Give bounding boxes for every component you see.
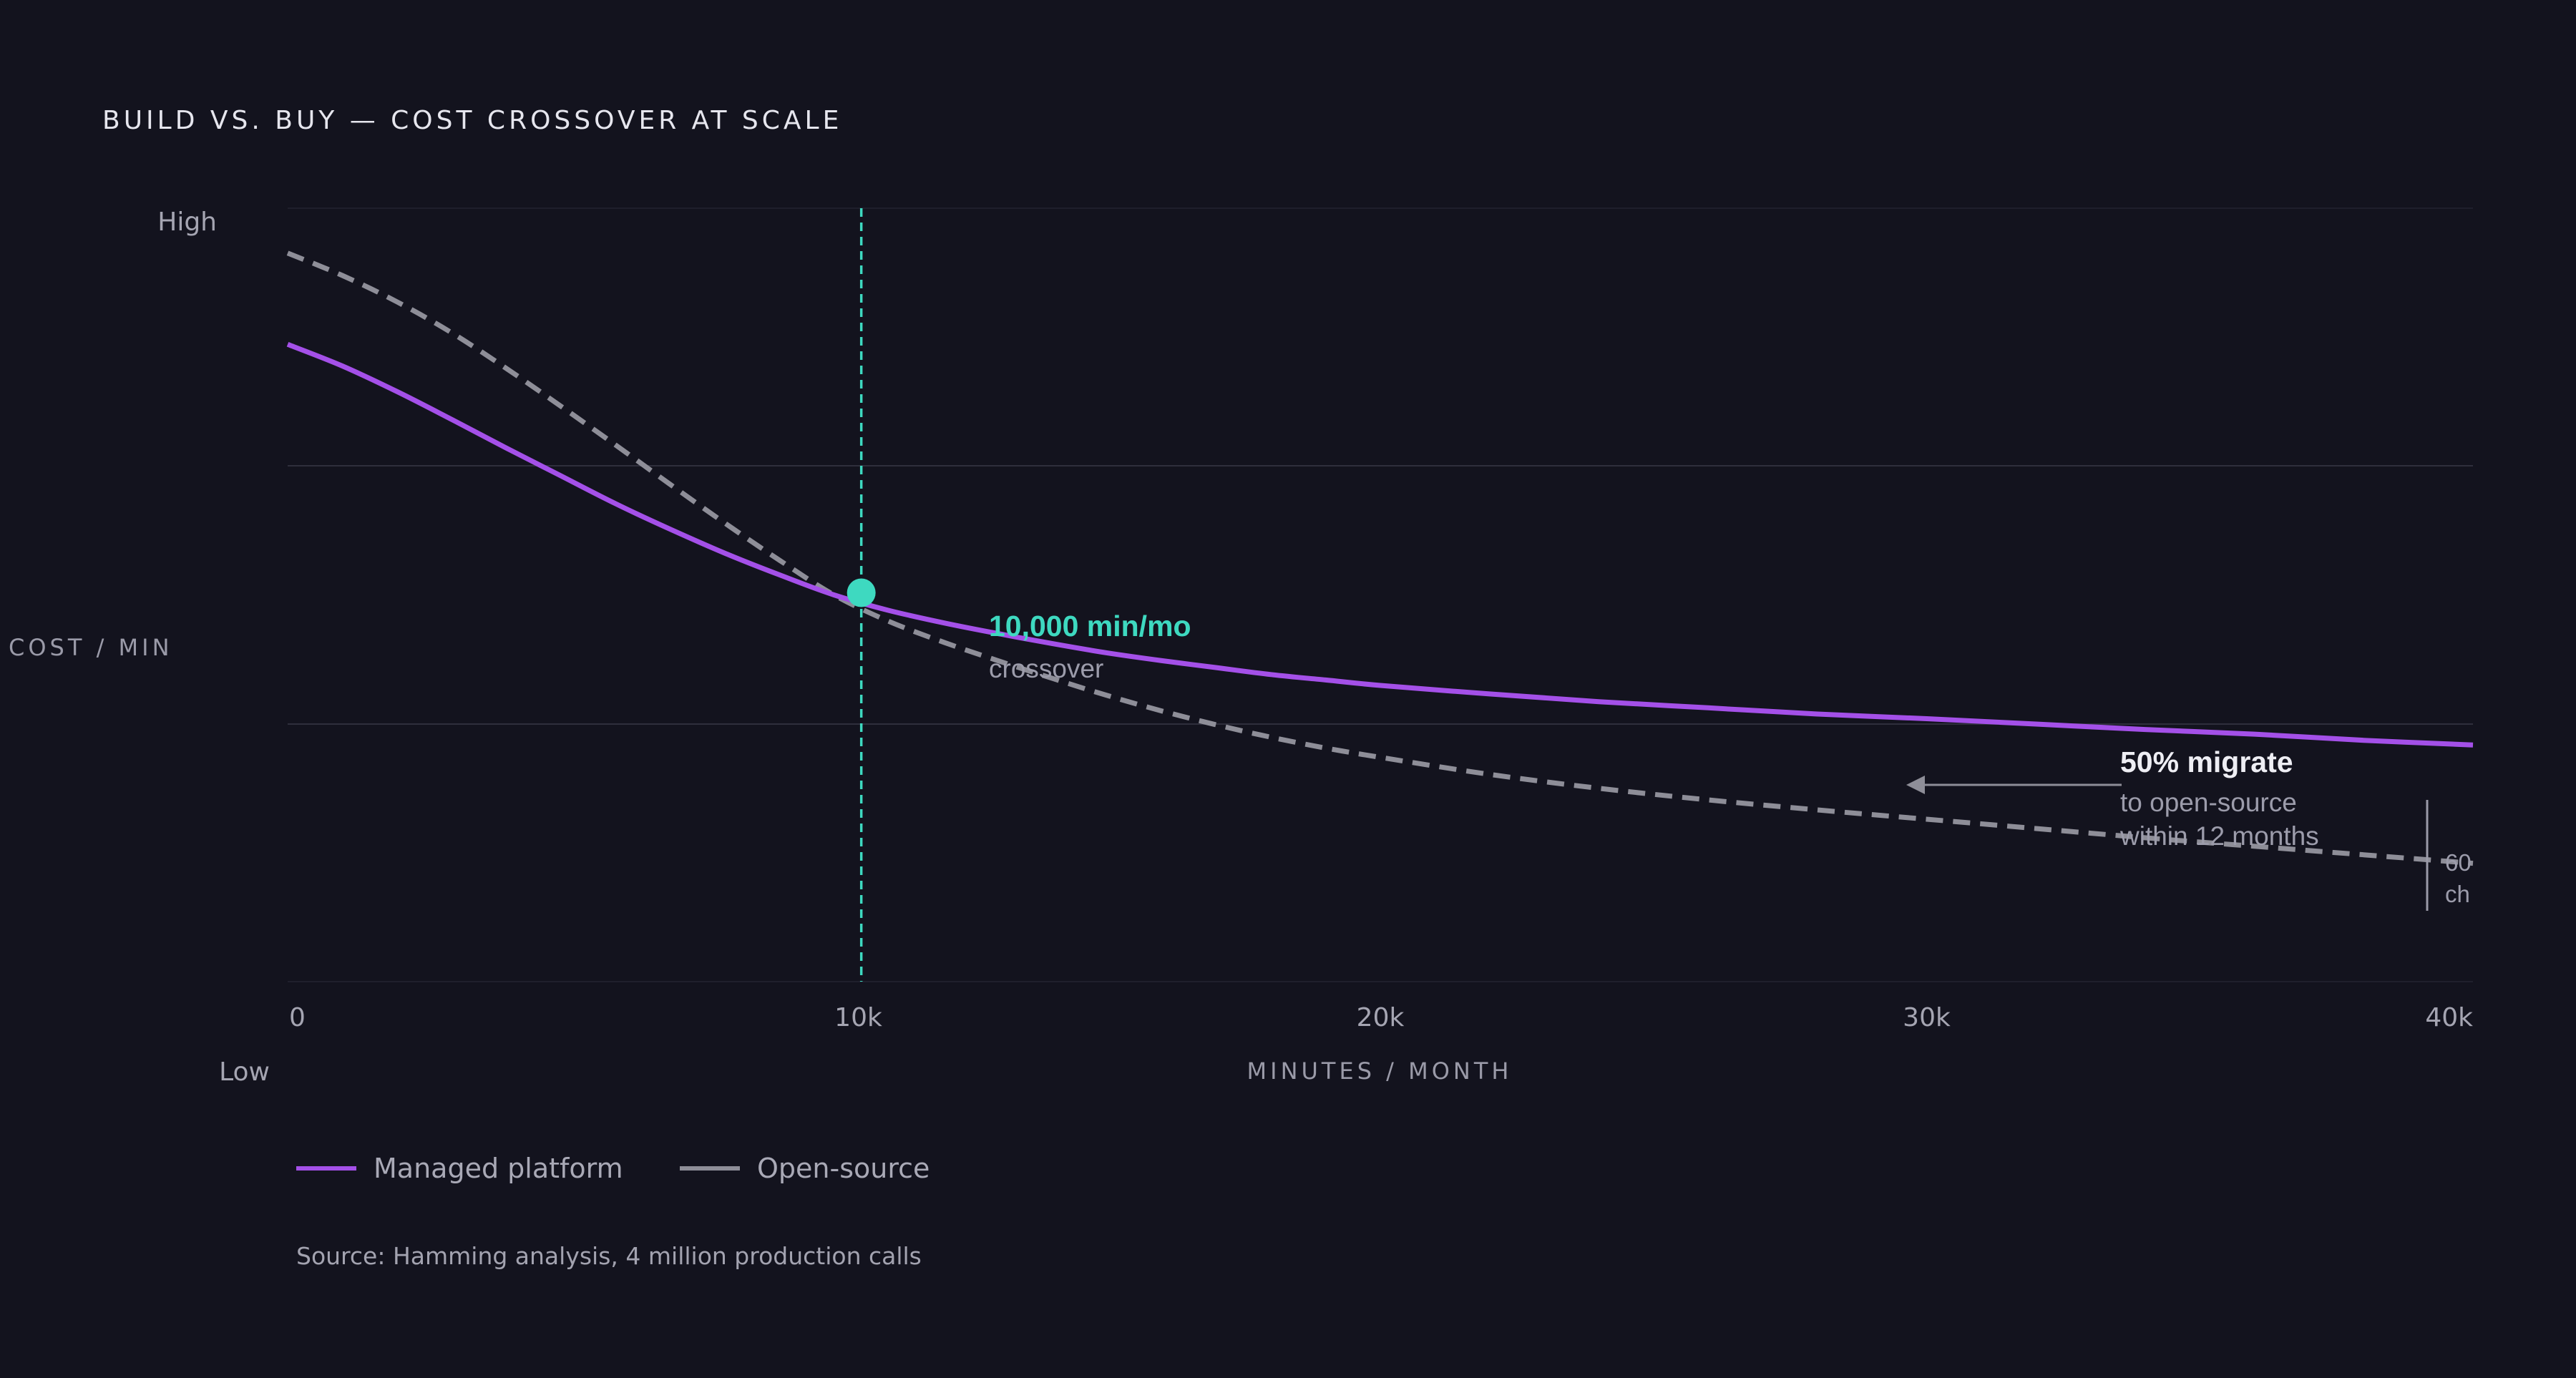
legend-label-open-source: Open-source (757, 1153, 930, 1184)
crossover-value-label: 10,000 min/mo (989, 610, 1191, 642)
source-note: Source: Hamming analysis, 4 million prod… (296, 1242, 922, 1270)
chart-title: BUILD VS. BUY — COST CROSSOVER AT SCALE (102, 106, 842, 135)
grid (288, 207, 2473, 982)
cost-gap-label-line2: ch (2445, 881, 2470, 907)
x-tick-label: 0 (289, 1003, 306, 1032)
x-tick-label: 10k (834, 1003, 882, 1032)
migrate-subtitle-line2: within 12 months (2119, 821, 2319, 851)
x-tick-label: 40k (2425, 1003, 2473, 1032)
y-tick-high: High (157, 207, 217, 237)
y-tick-low: Low (219, 1057, 270, 1087)
x-tick-label: 20k (1357, 1003, 1405, 1032)
cost-gap-label-line1: 60 (2445, 849, 2472, 876)
series-line-open-source (286, 250, 2474, 866)
x-tick-label: 30k (1903, 1003, 1951, 1032)
migrate-arrowhead (1906, 776, 1925, 794)
crossover-point (847, 578, 876, 607)
migrate-subtitle-line1: to open-source (2120, 788, 2297, 817)
crossover-label: crossover (989, 654, 1103, 683)
series-line-managed-platform (286, 342, 2474, 748)
legend-label-managed-platform: Managed platform (374, 1153, 623, 1184)
x-axis-title: MINUTES / MONTH (1247, 1057, 1513, 1085)
migrate-title: 50% migrate (2120, 746, 2293, 778)
y-axis-title: COST / MIN (9, 634, 173, 661)
x-tick-labels: 0 10k 20k 30k 40k (289, 1003, 2473, 1032)
